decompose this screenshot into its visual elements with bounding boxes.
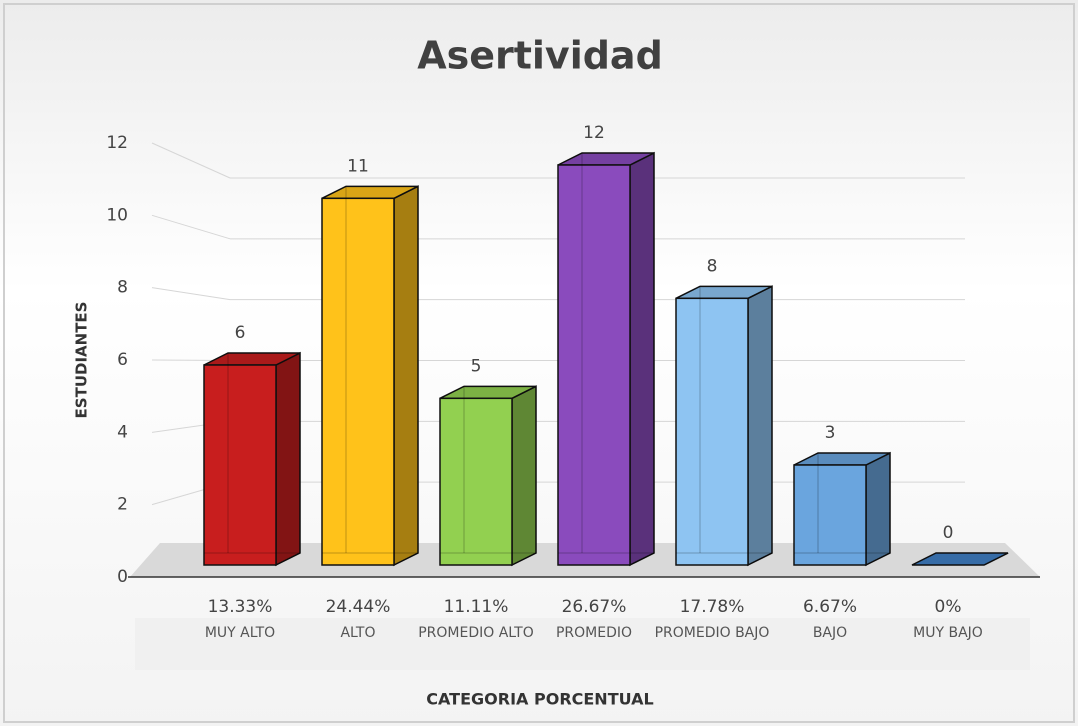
bar bbox=[439, 385, 537, 567]
data-label: 3 bbox=[825, 423, 836, 443]
bar-front bbox=[321, 197, 395, 566]
bar-front bbox=[439, 397, 513, 566]
x-tick-label: ALTO bbox=[340, 625, 376, 641]
bar bbox=[675, 285, 773, 567]
data-label: 8 bbox=[707, 256, 718, 276]
data-label: 0 bbox=[943, 523, 954, 543]
y-tick-label: 0 bbox=[117, 567, 128, 587]
bar-front bbox=[793, 464, 867, 566]
x-percent-label: 24.44% bbox=[326, 597, 391, 617]
bar-side bbox=[275, 351, 301, 567]
bar bbox=[557, 151, 655, 567]
grid-side bbox=[151, 214, 231, 240]
y-tick-label: 4 bbox=[117, 422, 128, 442]
bar-side bbox=[511, 385, 537, 567]
x-tick-label: BAJO bbox=[812, 625, 848, 641]
x-axis-title: CATEGORIA PORCENTUAL bbox=[426, 690, 653, 709]
data-label: 12 bbox=[583, 123, 605, 143]
label-band bbox=[135, 618, 1030, 670]
bar-front bbox=[675, 297, 749, 566]
data-label: 6 bbox=[235, 323, 246, 343]
y-tick-label: 12 bbox=[106, 133, 128, 153]
y-tick-label: 8 bbox=[117, 278, 128, 298]
bar bbox=[203, 351, 301, 567]
border bbox=[3, 3, 1075, 723]
chart-title: Asertividad bbox=[417, 34, 663, 78]
bar bbox=[793, 451, 891, 567]
grid-side bbox=[151, 287, 231, 301]
bar-front bbox=[557, 164, 631, 566]
bar-side bbox=[865, 451, 891, 567]
x-tick-label: PROMEDIO ALTO bbox=[418, 625, 534, 641]
data-label: 5 bbox=[471, 356, 482, 376]
y-tick-label: 6 bbox=[117, 350, 128, 370]
bar-side bbox=[629, 151, 655, 567]
bar-top bbox=[911, 552, 1009, 566]
bar-side bbox=[747, 285, 773, 567]
x-percent-label: 17.78% bbox=[680, 597, 745, 617]
data-label: 11 bbox=[347, 156, 369, 176]
y-axis-title: ESTUDIANTES bbox=[73, 302, 91, 419]
x-percent-label: 13.33% bbox=[208, 597, 273, 617]
x-percent-label: 11.11% bbox=[444, 597, 509, 617]
x-tick-label: MUY BAJO bbox=[913, 625, 983, 641]
bar-side bbox=[393, 185, 419, 567]
bar-front bbox=[203, 364, 277, 566]
y-tick-label: 2 bbox=[117, 495, 128, 515]
x-percent-label: 6.67% bbox=[803, 597, 857, 617]
x-percent-label: 26.67% bbox=[562, 597, 627, 617]
x-percent-label: 0% bbox=[935, 597, 962, 617]
x-tick-label: PROMEDIO BAJO bbox=[654, 625, 770, 641]
y-tick-label: 10 bbox=[106, 205, 128, 225]
x-tick-label: PROMEDIO bbox=[555, 625, 633, 641]
grid-side bbox=[151, 142, 231, 179]
x-tick-label: MUY ALTO bbox=[204, 625, 276, 641]
bar bbox=[321, 185, 419, 567]
bar bbox=[911, 552, 1009, 566]
